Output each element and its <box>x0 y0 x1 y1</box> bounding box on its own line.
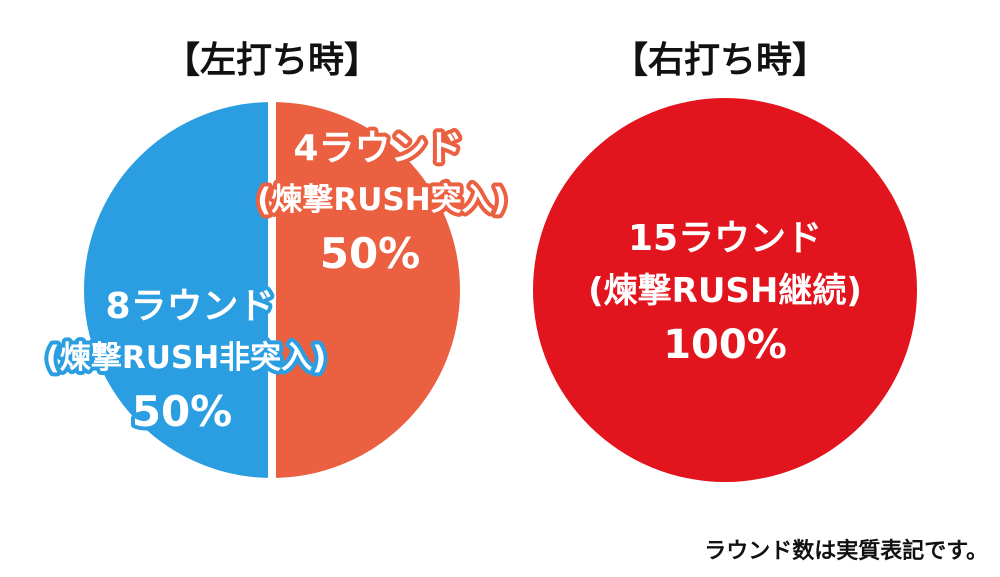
pie-right: 【右打ち時】 15ラウンド (煉撃RUSH継続) 100% <box>533 40 917 482</box>
pie-left-title: 【左打ち時】 <box>164 40 380 81</box>
slice-label-8-round: 8ラウンド <box>105 286 274 327</box>
slice-label-4-round: 4ラウンド <box>293 128 462 169</box>
pie-right-title: 【右打ち時】 <box>612 40 828 81</box>
slice-percent-4-round: 50% <box>320 229 421 278</box>
slice-percent-15-round: 100% <box>663 322 787 368</box>
slice-sublabel-4-round: (煉撃RUSH突入) <box>257 182 507 218</box>
pie-slice-15-round <box>533 98 917 482</box>
pie-left: 【左打ち時】 4ラウンド (煉撃RUSH突入) 50% 8ラウンド (煉撃RUS… <box>42 40 511 487</box>
slice-label-15-round: 15ラウンド <box>628 218 822 259</box>
footnote: ラウンド数は実質表記です。 <box>704 538 988 564</box>
slice-percent-8-round: 50% <box>132 387 233 436</box>
slice-sublabel-15-round: (煉撃RUSH継続) <box>588 271 862 311</box>
pie-slice-8-round <box>76 93 276 487</box>
pie-slice-4-round <box>268 93 468 487</box>
slice-sublabel-8-round: (煉撃RUSH非突入) <box>46 340 327 376</box>
